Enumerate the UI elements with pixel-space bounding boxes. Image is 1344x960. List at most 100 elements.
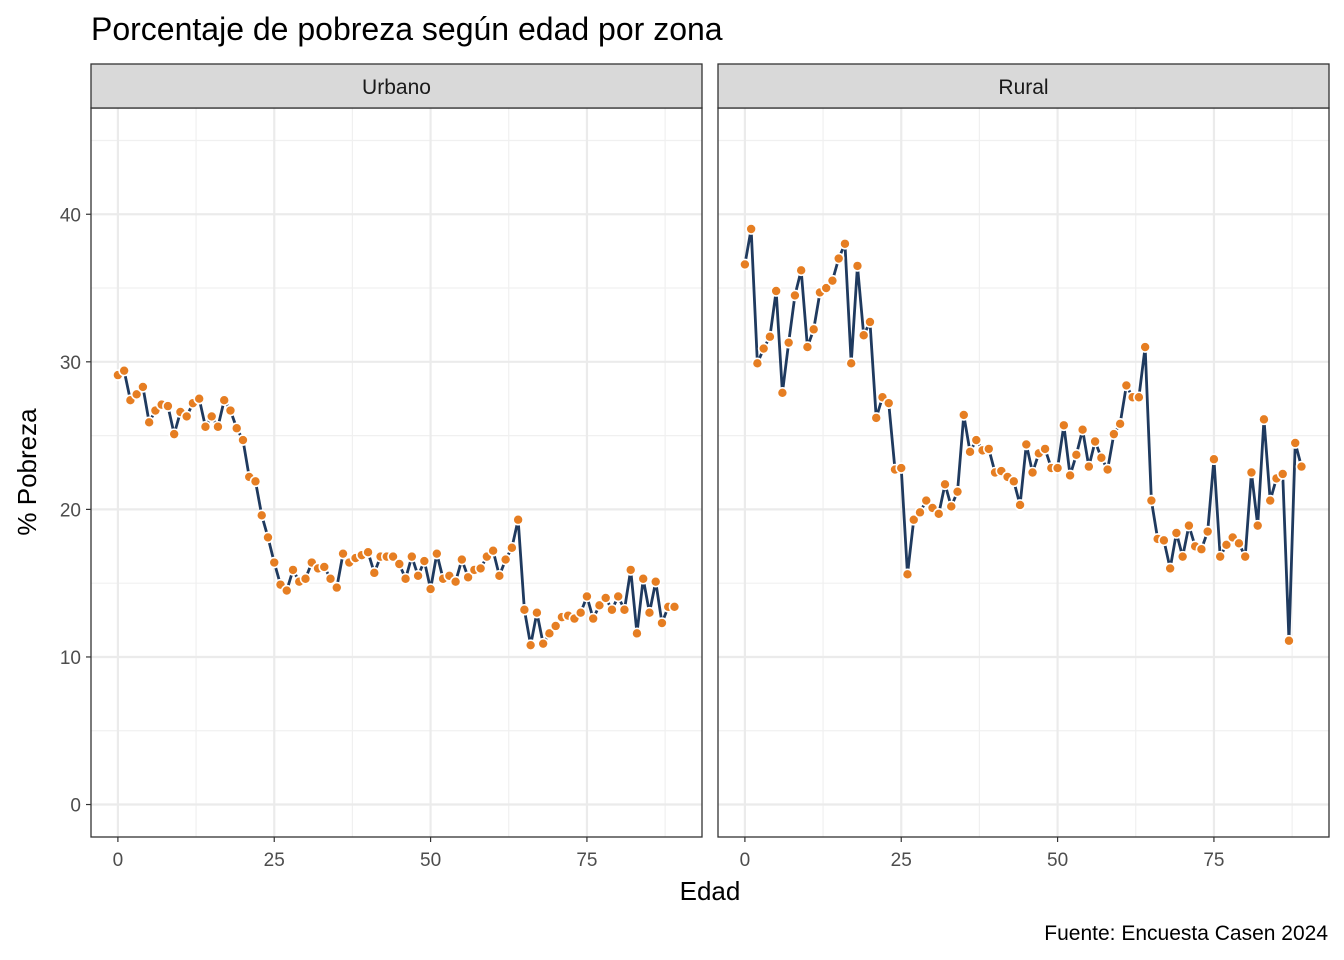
data-point (406, 550, 418, 563)
data-point (1139, 341, 1151, 353)
data-point (118, 364, 130, 377)
data-point (1095, 451, 1108, 464)
data-point (1108, 428, 1120, 440)
data-point (901, 568, 914, 581)
data-point (857, 329, 870, 342)
y-tick-label: 0 (70, 796, 81, 817)
plot-background (91, 108, 702, 837)
data-point (168, 428, 180, 440)
x-tick-label: 75 (1203, 850, 1224, 871)
data-point (362, 546, 374, 558)
data-point (807, 323, 820, 336)
data-point (587, 612, 599, 625)
data-point (130, 388, 143, 401)
y-tick-label: 30 (60, 353, 81, 374)
data-point (776, 387, 789, 399)
data-point (795, 264, 807, 277)
data-point (1101, 463, 1114, 476)
data-point (237, 434, 249, 446)
data-point (249, 475, 262, 488)
data-point (1170, 527, 1183, 539)
data-point (368, 567, 381, 579)
data-point (656, 617, 668, 629)
data-point (895, 462, 908, 474)
data-point (1051, 462, 1064, 474)
data-point (951, 485, 964, 498)
data-point (330, 581, 343, 594)
data-point (839, 237, 851, 250)
data-point (618, 603, 631, 616)
data-point (193, 392, 205, 405)
strip-label: Urbano (362, 76, 431, 99)
data-point (431, 547, 443, 560)
data-point (1195, 543, 1208, 556)
data-point (262, 531, 274, 544)
data-point (1145, 494, 1158, 507)
data-point (745, 223, 757, 235)
data-point (826, 274, 839, 287)
data-point (1245, 466, 1258, 479)
caption: Fuente: Encuesta Casen 2024 (1044, 922, 1328, 945)
data-point (318, 561, 331, 573)
data-point (1208, 453, 1220, 466)
data-point (512, 513, 524, 526)
data-point (964, 446, 976, 458)
data-point (474, 562, 487, 575)
y-tick-label: 10 (60, 648, 81, 669)
data-point (418, 555, 431, 567)
data-point (224, 404, 237, 417)
x-tick-label: 50 (1047, 850, 1068, 871)
data-point (1039, 443, 1051, 455)
data-point (764, 330, 776, 343)
data-point (549, 620, 562, 632)
data-point (143, 416, 155, 429)
x-tick-label: 25 (891, 850, 912, 871)
data-point (864, 316, 876, 328)
strip-label: Rural (998, 76, 1048, 99)
data-point (957, 409, 970, 421)
data-point (1295, 460, 1308, 473)
data-point (462, 571, 474, 584)
data-point (882, 397, 895, 409)
data-point (424, 583, 437, 595)
data-point (543, 627, 556, 640)
data-point (1089, 435, 1101, 448)
data-point (1158, 534, 1170, 547)
data-point (801, 341, 814, 353)
data-point (668, 600, 681, 613)
data-point (337, 547, 349, 560)
data-point (574, 606, 587, 619)
data-point (506, 541, 518, 554)
data-point (599, 592, 612, 604)
data-point (1164, 562, 1176, 575)
data-point (982, 443, 995, 455)
data-point (932, 508, 945, 520)
data-point (1026, 466, 1039, 479)
data-point (1064, 469, 1076, 482)
y-tick-label: 40 (60, 205, 81, 226)
data-point (255, 509, 268, 522)
data-point (412, 569, 424, 582)
data-point (845, 357, 858, 370)
data-point (205, 410, 218, 423)
data-point (518, 603, 531, 616)
data-point (1258, 413, 1270, 426)
x-tick-label: 75 (576, 850, 597, 871)
data-point (287, 564, 299, 576)
data-point (493, 569, 506, 582)
data-point (537, 637, 549, 650)
data-point (1183, 519, 1195, 532)
data-point (870, 412, 883, 424)
data-point (945, 500, 958, 513)
data-point (631, 627, 643, 640)
data-point (1070, 448, 1083, 461)
data-point (1133, 391, 1145, 404)
data-point (1114, 418, 1126, 430)
data-point (820, 282, 832, 294)
data-point (387, 550, 399, 563)
data-point (1276, 468, 1289, 480)
data-point (180, 410, 193, 423)
data-point (1014, 499, 1026, 511)
data-point (1251, 519, 1264, 532)
